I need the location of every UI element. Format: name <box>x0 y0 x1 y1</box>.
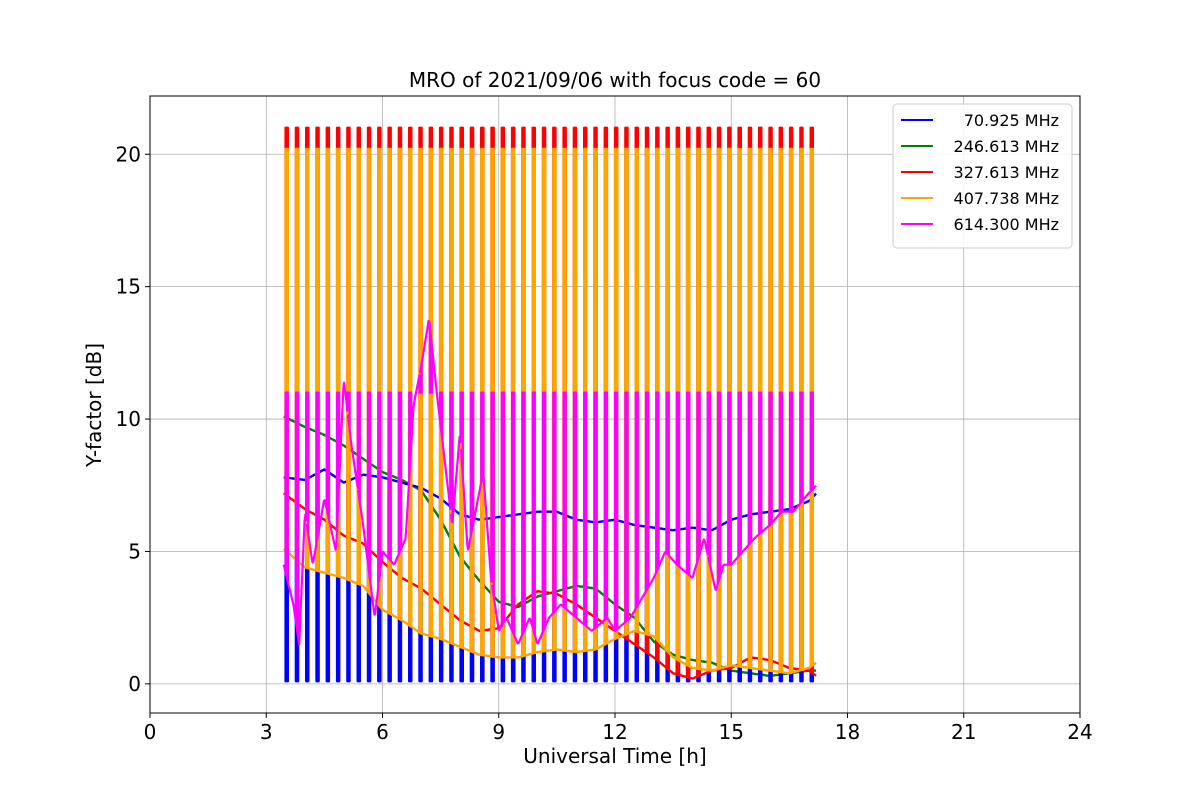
x-tick-label: 12 <box>602 720 627 744</box>
y-tick-label: 10 <box>116 407 141 431</box>
legend-label-614-300-mhz: 614.300 MHz <box>954 215 1059 234</box>
legend-label-246-613-mhz: 246.613 MHz <box>954 137 1059 156</box>
chart-title: MRO of 2021/09/06 with focus code = 60 <box>409 68 821 92</box>
y-tick-label: 5 <box>128 539 141 563</box>
y-tick-label: 0 <box>128 672 141 696</box>
x-tick-label: 24 <box>1067 720 1092 744</box>
x-axis-label: Universal Time [h] <box>523 744 706 768</box>
y-axis-label: Y-factor [dB] <box>82 343 106 468</box>
legend-box <box>892 103 1073 249</box>
x-tick-label: 21 <box>951 720 976 744</box>
x-tick-label: 0 <box>144 720 157 744</box>
y-tick-label: 20 <box>116 142 141 166</box>
y-tick-label: 15 <box>116 275 141 299</box>
legend-label-407-738-mhz: 407.738 MHz <box>954 189 1059 208</box>
x-tick-label: 18 <box>835 720 860 744</box>
plot-area <box>282 126 817 683</box>
axis-ticks: 0 3 6 9 12 15 18 21 24 0 5 10 15 20 <box>116 142 1093 744</box>
x-tick-label: 3 <box>260 720 273 744</box>
legend-label-327-613-mhz: 327.613 MHz <box>954 163 1059 182</box>
x-tick-label: 15 <box>719 720 744 744</box>
x-tick-label: 6 <box>376 720 389 744</box>
series-group <box>282 126 817 683</box>
legend-label-70-925-mhz: 70.925 MHz <box>964 111 1059 130</box>
series-line-614-300-mhz <box>282 319 817 646</box>
x-tick-label: 9 <box>492 720 505 744</box>
legend: 70.925 MHz 246.613 MHz 327.613 MHz 407.738 … <box>892 103 1073 249</box>
